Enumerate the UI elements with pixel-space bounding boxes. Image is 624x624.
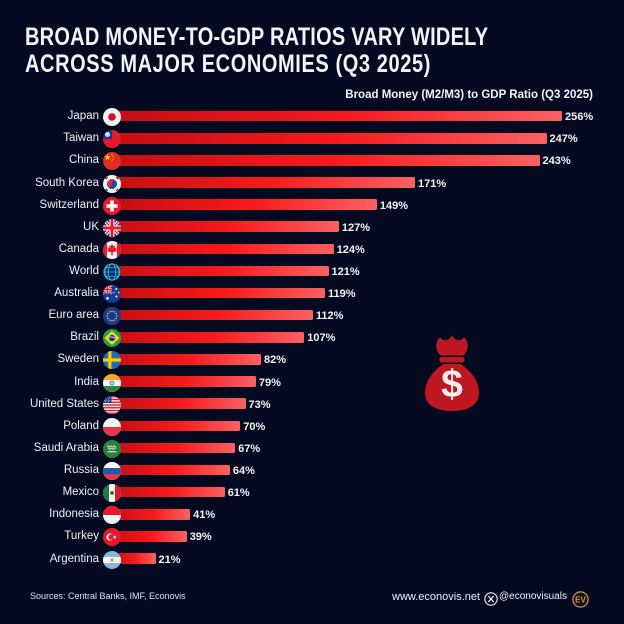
svg-text:$: $: [441, 363, 463, 406]
svg-text:EV: EV: [575, 596, 586, 605]
